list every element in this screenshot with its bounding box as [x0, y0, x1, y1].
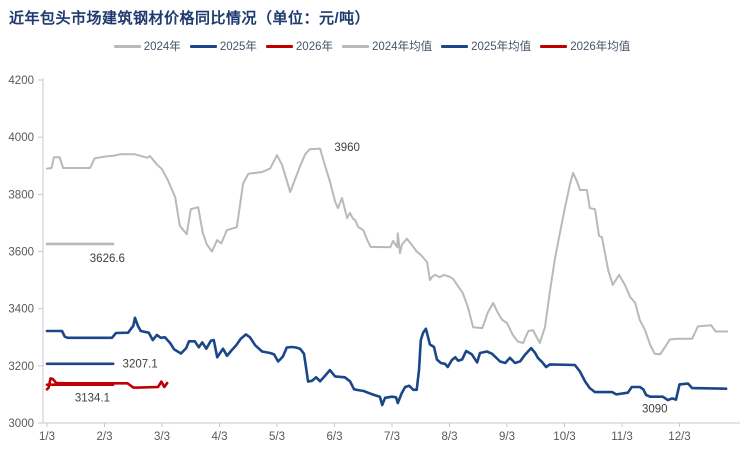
legend-item-2025年均值: 2025年均值 — [441, 38, 531, 54]
chart-legend: 2024年 2025年 2026年 2024年均值 2025年均值 2026年均值 — [0, 39, 744, 53]
annotation-3134.1: 3134.1 — [75, 393, 110, 405]
legend-swatch-icon — [265, 44, 293, 48]
legend-swatch-icon — [113, 44, 141, 48]
legend-swatch-icon — [189, 44, 217, 48]
x-tick-label: 4/3 — [212, 431, 228, 443]
legend-label: 2025年均值 — [471, 41, 532, 53]
y-tick-label: 3400 — [8, 304, 34, 316]
annotation-3960: 3960 — [334, 142, 360, 154]
series-line-2024年 — [46, 147, 729, 356]
annotation-3626.6: 3626.6 — [90, 253, 125, 265]
x-tick-label: 8/3 — [442, 431, 458, 443]
x-tick-label: 6/3 — [327, 431, 343, 443]
y-tick-label: 3000 — [8, 418, 34, 430]
annotation-3207.1: 3207.1 — [123, 358, 158, 370]
legend-swatch-icon — [540, 44, 568, 48]
legend-item-2026年均值: 2026年均值 — [540, 38, 630, 54]
legend-label: 2024年 — [143, 41, 181, 53]
x-tick-label: 11/3 — [611, 431, 633, 443]
legend-item-2025年: 2025年 — [189, 38, 257, 54]
annotation-3090: 3090 — [642, 404, 668, 416]
x-tick-label: 9/3 — [499, 431, 515, 443]
series-line-2026年 — [45, 377, 169, 391]
y-tick-label: 3600 — [8, 247, 34, 259]
chart-title: 近年包头市场建筑钢材价格同比情况（单位：元/吨） — [9, 10, 371, 27]
legend-item-2026年: 2026年 — [265, 38, 333, 54]
x-tick-label: 7/3 — [384, 431, 400, 443]
x-tick-label: 2/3 — [97, 431, 113, 443]
x-tick-label: 10/3 — [553, 431, 575, 443]
y-tick-label: 4200 — [8, 75, 34, 87]
legend-label: 2025年 — [219, 41, 257, 53]
x-tick-label: 5/3 — [269, 431, 285, 443]
y-tick-label: 4000 — [8, 132, 34, 144]
x-tick-label: 1/3 — [39, 431, 55, 443]
legend-item-2024年均值: 2024年均值 — [342, 38, 432, 54]
y-tick-label: 3200 — [8, 361, 34, 373]
legend-label: 2026年均值 — [570, 41, 631, 53]
series-line-2025年 — [45, 316, 728, 407]
legend-label: 2026年 — [295, 41, 333, 53]
y-tick-label: 3800 — [8, 189, 34, 201]
legend-swatch-icon — [441, 44, 469, 48]
legend-label: 2024年均值 — [372, 41, 433, 53]
x-tick-label: 3/3 — [154, 431, 170, 443]
x-tick-label: 12/3 — [668, 431, 690, 443]
legend-swatch-icon — [342, 44, 369, 48]
legend-item-2024年: 2024年 — [113, 38, 181, 54]
